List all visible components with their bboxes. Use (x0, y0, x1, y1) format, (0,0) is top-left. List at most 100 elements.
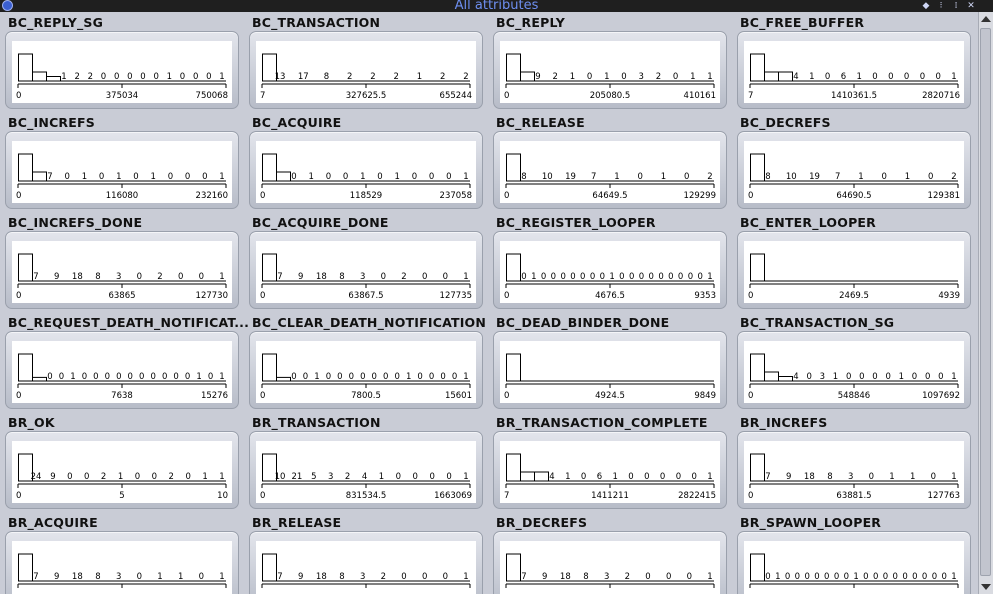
bin-count-label: 1 (379, 472, 384, 482)
bin-count-label: 3 (360, 572, 365, 582)
bin-count-label: 17 (298, 72, 309, 82)
histogram-card[interactable]: BC_REQUEST_DEATH_NOTIFICAT... 0 0 1 0 0 0 0 0 0 0 0… (0, 312, 249, 412)
bin-count-label: 1 (614, 172, 619, 182)
histogram-bar (18, 253, 33, 282)
histogram-card[interactable]: BC_REPLY 9 2 1 0 1 0 3 2 0 1 1 0 205080.5 410161 (488, 12, 732, 112)
bin-count-label: 0 (135, 472, 140, 482)
histogram-card[interactable]: BR_OK 24 9 0 0 2 1 0 0 2 0 1 1 0 5 10 (0, 412, 244, 512)
tick-label: 64649.5 (592, 191, 627, 201)
shade-icon[interactable]: ◆ (922, 1, 930, 11)
histogram-svg: 24 9 0 0 2 1 0 0 2 0 1 10 5 10 (16, 453, 228, 501)
histogram-card[interactable]: BC_TRANSACTION_SG 4 0 3 1 0 0 0 0 1 0 0 0 1 0 548846 109… (732, 312, 976, 412)
bin-count-label: 4 (793, 372, 798, 382)
bin-count-label: 0 (139, 372, 144, 382)
bin-count-label: 0 (676, 472, 681, 482)
bin-count-label: 0 (377, 172, 382, 182)
close-icon[interactable]: ✕ (967, 1, 975, 11)
bin-count-label: 7 (33, 272, 38, 282)
histogram-frame: 7 9 18 8 3 0 1 1 0 1 (5, 531, 239, 594)
tick-label: 129299 (684, 191, 716, 201)
tick-label: 0 (748, 191, 753, 201)
app-icon[interactable] (2, 0, 13, 11)
bin-count-label: 1 (463, 472, 468, 482)
histogram-title: BC_REQUEST_DEATH_NOTIFICAT... (8, 315, 250, 330)
bin-count-label: 9 (298, 272, 303, 282)
histogram-card[interactable]: BR_INCREFS 7 9 18 8 3 0 1 1 0 1 0 63881.5 127763 (732, 412, 976, 512)
histogram-card[interactable]: BR_SPAWN_LOOPER 0 1 0 0 0 0 0 0 0 1 0 0 0 0 0 0 0 0 0 1 (732, 512, 976, 594)
histogram-plot: 1 2 2 0 0 0 0 0 1 0 0 0 1 0 375034 750068 (12, 41, 232, 103)
histogram-card[interactable]: BR_RELEASE 7 9 18 8 3 2 0 0 0 1 (244, 512, 488, 594)
histogram-svg: 4 0 3 1 0 0 0 0 1 0 0 0 10 548846 1097692 (748, 353, 960, 401)
bin-count-label: 1 (910, 472, 915, 482)
scroll-up-icon[interactable] (981, 16, 991, 22)
histogram-plot: 7 9 18 8 3 0 1 1 0 1 (12, 541, 232, 594)
histogram-card[interactable]: BC_DECREFS 8 10 19 7 1 0 1 0 2 0 64690.5 129381 (732, 112, 976, 212)
bin-count-label: 0 (824, 572, 829, 582)
histogram-card[interactable]: BC_RELEASE 8 10 19 7 1 0 1 0 2 0 64649.5 129299 (488, 112, 732, 212)
bin-count-label: 0 (941, 572, 946, 582)
bin-count-label: 5 (311, 472, 316, 482)
histogram-svg: 0 4924.5 9849 (504, 353, 716, 401)
tick-label: 64690.5 (836, 191, 871, 201)
bin-count-label: 1 (314, 372, 319, 382)
histogram-bar (262, 53, 277, 82)
bin-count-label: 1 (219, 372, 224, 382)
bin-count-label: 2 (625, 572, 630, 582)
histogram-card[interactable]: BC_ACQUIRE 0 1 0 0 1 0 1 0 0 0 1 0 118529 237058 (244, 112, 488, 212)
vertical-scrollbar[interactable] (978, 12, 993, 594)
bin-count-label: 1 (951, 72, 956, 82)
bin-count-label: 1 (609, 272, 614, 282)
histogram-card[interactable]: BC_INCREFS_DONE 7 9 18 8 3 0 2 0 0 1 0 63865 127730 (0, 212, 244, 312)
histogram-plot: 4 1 0 6 1 0 0 0 0 0 1 7 1411211 2822415 (500, 441, 720, 503)
histogram-plot: 4 0 3 1 0 0 0 0 1 0 0 0 1 0 548846 1097692 (744, 341, 964, 403)
histogram-card[interactable]: BC_ENTER_LOOPER 0 2469.5 4939 (732, 212, 976, 312)
histogram-title: BC_TRANSACTION (252, 15, 381, 30)
histogram-card[interactable]: BC_INCREFS 7 0 1 0 1 0 1 0 0 0 1 0 116080 232160 (0, 112, 244, 212)
scroll-down-icon[interactable] (981, 584, 991, 590)
histogram-card[interactable]: BC_ACQUIRE_DONE 7 9 18 8 3 0 2 0 0 1 0 63867.5 127735 (244, 212, 488, 312)
bin-count-label: 1 (661, 172, 666, 182)
histogram-svg: 8 10 19 7 1 0 1 0 20 64649.5 129299 (504, 153, 716, 201)
histogram-bar (32, 376, 47, 382)
minimize-icon[interactable]: ⁝ (939, 1, 943, 11)
bin-count-label: 3 (604, 572, 609, 582)
histogram-bar (262, 453, 277, 482)
histogram-card[interactable]: BC_REPLY_SG 1 2 2 0 0 0 0 0 1 0 0 0 1 0 375034 750068 (0, 12, 244, 112)
histogram-card[interactable]: BC_REGISTER_LOOPER 0 1 0 0 0 0 0 0 0 1 0 0 0 0 0 0 0 0 0 1 0 4… (488, 212, 732, 312)
histogram-svg: 7 9 18 8 3 2 0 0 0 1 (505, 553, 715, 588)
histogram-card[interactable]: BC_DEAD_BINDER_DONE 0 4924.5 9849 (488, 312, 732, 412)
bin-count-label: 1 (809, 72, 814, 82)
bin-count-label: 1 (707, 572, 712, 582)
bin-count-label: 0 (381, 272, 386, 282)
bin-count-label: 9 (535, 72, 540, 82)
tick-label: 410161 (684, 91, 716, 101)
scrollbar-thumb[interactable] (980, 28, 991, 576)
histogram-title: BR_ACQUIRE (8, 515, 98, 530)
histogram-card[interactable]: BR_DECREFS 7 9 18 8 3 2 0 0 0 1 (488, 512, 732, 594)
histogram-svg: 0 0 1 0 0 0 0 0 0 0 0 0 0 1 0 10 7638 15276 (16, 353, 228, 401)
bin-count-label: 0 (429, 372, 434, 382)
bin-count-label: 0 (938, 372, 943, 382)
histogram-bar (506, 353, 521, 382)
bin-count-label: 0 (639, 272, 644, 282)
maximize-icon[interactable]: ⁞ (954, 1, 958, 11)
histogram-card[interactable]: BR_TRANSACTION_COMPLETE 4 1 0 6 1 0 0 0 0 0 1 7 14112… (488, 412, 732, 512)
histogram-svg: 13 17 8 2 2 2 1 2 2 7 327625.5 655244 (260, 53, 472, 101)
histogram-card[interactable]: BR_ACQUIRE 7 9 18 8 3 0 1 1 0 1 (0, 512, 244, 594)
histogram-card[interactable]: BC_FREE_BUFFER 4 1 0 6 1 0 0 0 0 0 1 7 1410361.5 28207… (732, 12, 976, 112)
histogram-card[interactable]: BR_TRANSACTION 10 21 5 3 2 4 1 0 0 0 0 1 0 831534.5 166… (244, 412, 488, 512)
bin-count-label: 1 (394, 172, 399, 182)
bin-count-label: 0 (82, 372, 87, 382)
histogram-card[interactable]: BC_CLEAR_DEATH_NOTIFICATION 0 0 1 0 0 0 0 0 0 0 1 0 0… (244, 312, 488, 412)
window-titlebar: All attributes ◆ ⁝ ⁞ ✕ (0, 0, 993, 12)
histogram-card[interactable]: BC_TRANSACTION 13 17 8 2 2 2 1 2 2 7 327625.5 655244 (244, 12, 488, 112)
bin-count-label: 0 (185, 372, 190, 382)
bin-count-label: 0 (932, 572, 937, 582)
bin-count-label: 1 (61, 72, 66, 82)
bin-count-label: 0 (673, 72, 678, 82)
tick-label: 2820716 (922, 91, 960, 101)
bin-count-label: 0 (912, 372, 917, 382)
tick-label: 0 (16, 391, 21, 401)
bin-count-label: 4 (362, 472, 367, 482)
